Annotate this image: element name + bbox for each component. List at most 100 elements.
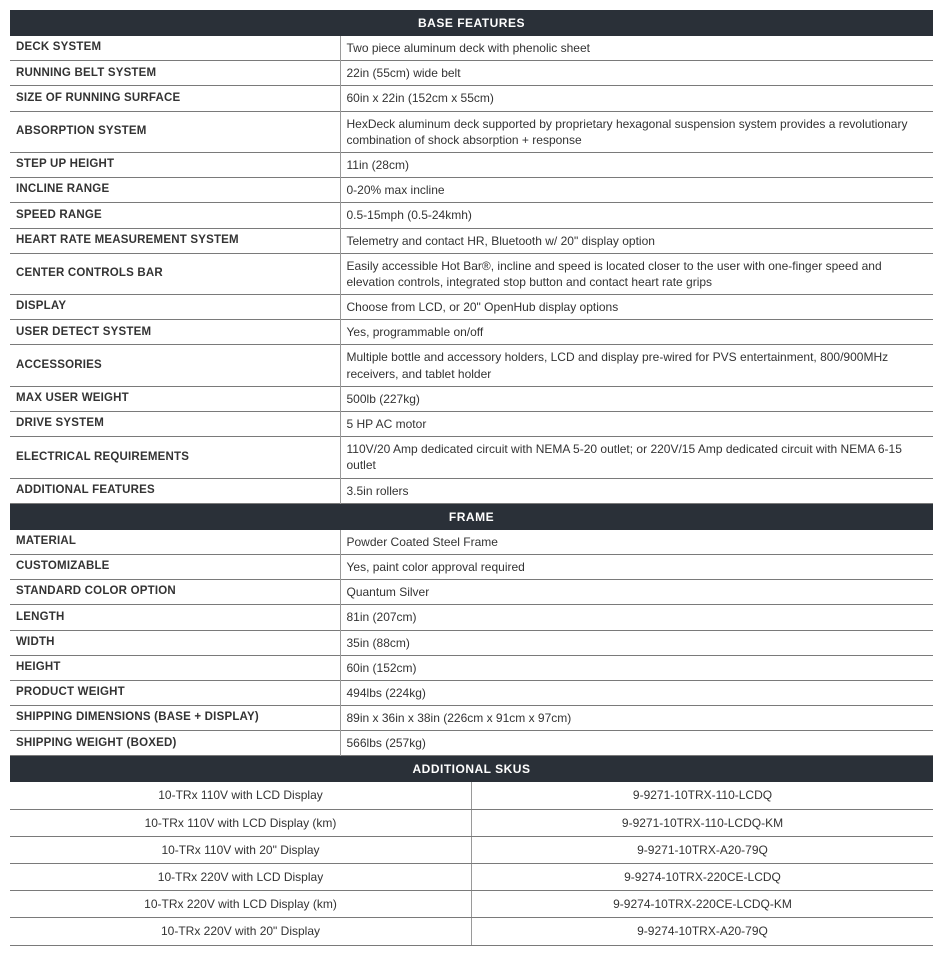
table-row: 10-TRx 110V with LCD Display (km)9-9271-… [10, 809, 933, 836]
table-row: 10-TRx 220V with 20" Display9-9274-10TRX… [10, 918, 933, 945]
sku-code: 9-9274-10TRX-220CE-LCDQ-KM [472, 891, 934, 918]
table-row: DECK SYSTEMTwo piece aluminum deck with … [10, 36, 933, 61]
spec-value: Easily accessible Hot Bar®, incline and … [340, 253, 933, 294]
spec-value: 5 HP AC motor [340, 412, 933, 437]
spec-label: HEIGHT [10, 655, 340, 680]
spec-value: 0.5-15mph (0.5-24kmh) [340, 203, 933, 228]
table-row: 10-TRx 110V with 20" Display9-9271-10TRX… [10, 836, 933, 863]
table-row: STEP UP HEIGHT11in (28cm) [10, 152, 933, 177]
table-row: SHIPPING WEIGHT (BOXED)566lbs (257kg) [10, 731, 933, 756]
spec-value: 3.5in rollers [340, 478, 933, 503]
table-row: 10-TRx 220V with LCD Display (km)9-9274-… [10, 891, 933, 918]
spec-label: ACCESSORIES [10, 345, 340, 386]
spec-label: RUNNING BELT SYSTEM [10, 61, 340, 86]
table-row: CUSTOMIZABLEYes, paint color approval re… [10, 554, 933, 579]
spec-label: PRODUCT WEIGHT [10, 680, 340, 705]
table-row: USER DETECT SYSTEMYes, programmable on/o… [10, 320, 933, 345]
spec-value: 81in (207cm) [340, 605, 933, 630]
sku-name: 10-TRx 220V with LCD Display [10, 864, 472, 891]
spec-label: MAX USER WEIGHT [10, 386, 340, 411]
spec-label: LENGTH [10, 605, 340, 630]
spec-value: Two piece aluminum deck with phenolic sh… [340, 36, 933, 61]
spec-value: Powder Coated Steel Frame [340, 530, 933, 555]
spec-label: WIDTH [10, 630, 340, 655]
spec-value: Choose from LCD, or 20" OpenHub display … [340, 295, 933, 320]
spec-label: INCLINE RANGE [10, 178, 340, 203]
spec-label: ADDITIONAL FEATURES [10, 478, 340, 503]
table-row: DRIVE SYSTEM5 HP AC motor [10, 412, 933, 437]
sku-name: 10-TRx 110V with 20" Display [10, 836, 472, 863]
table-row: ELECTRICAL REQUIREMENTS110V/20 Amp dedic… [10, 437, 933, 478]
spec-value: 11in (28cm) [340, 152, 933, 177]
spec-label: HEART RATE MEASUREMENT SYSTEM [10, 228, 340, 253]
spec-label: ABSORPTION SYSTEM [10, 111, 340, 152]
table-row: RUNNING BELT SYSTEM22in (55cm) wide belt [10, 61, 933, 86]
spec-label: CUSTOMIZABLE [10, 554, 340, 579]
table-row: ACCESSORIESMultiple bottle and accessory… [10, 345, 933, 386]
table-row: DISPLAYChoose from LCD, or 20" OpenHub d… [10, 295, 933, 320]
spec-value: 110V/20 Amp dedicated circuit with NEMA … [340, 437, 933, 478]
spec-value: Multiple bottle and accessory holders, L… [340, 345, 933, 386]
spec-value: 566lbs (257kg) [340, 731, 933, 756]
spec-value: Telemetry and contact HR, Bluetooth w/ 2… [340, 228, 933, 253]
section-header: FRAME [10, 504, 933, 530]
spec-value: HexDeck aluminum deck supported by propr… [340, 111, 933, 152]
table-row: HEART RATE MEASUREMENT SYSTEMTelemetry a… [10, 228, 933, 253]
spec-value: 500lb (227kg) [340, 386, 933, 411]
spec-label: SPEED RANGE [10, 203, 340, 228]
spec-label: USER DETECT SYSTEM [10, 320, 340, 345]
sku-code: 9-9271-10TRX-110-LCDQ-KM [472, 809, 934, 836]
sku-code: 9-9274-10TRX-220CE-LCDQ [472, 864, 934, 891]
table-row: 10-TRx 110V with LCD Display9-9271-10TRX… [10, 782, 933, 809]
spec-value: 89in x 36in x 38in (226cm x 91cm x 97cm) [340, 706, 933, 731]
spec-value: 0-20% max incline [340, 178, 933, 203]
table-row: HEIGHT60in (152cm) [10, 655, 933, 680]
spec-label: SHIPPING DIMENSIONS (BASE + DISPLAY) [10, 706, 340, 731]
spec-label: DISPLAY [10, 295, 340, 320]
spec-value: 60in (152cm) [340, 655, 933, 680]
table-row: MAX USER WEIGHT500lb (227kg) [10, 386, 933, 411]
sku-code: 9-9271-10TRX-110-LCDQ [472, 782, 934, 809]
spec-value: Quantum Silver [340, 580, 933, 605]
spec-value: 60in x 22in (152cm x 55cm) [340, 86, 933, 111]
spec-label: ELECTRICAL REQUIREMENTS [10, 437, 340, 478]
table-row: SHIPPING DIMENSIONS (BASE + DISPLAY)89in… [10, 706, 933, 731]
spec-label: SHIPPING WEIGHT (BOXED) [10, 731, 340, 756]
spec-value: 494lbs (224kg) [340, 680, 933, 705]
spec-sheet: BASE FEATURESDECK SYSTEMTwo piece alumin… [10, 10, 933, 946]
sku-name: 10-TRx 220V with LCD Display (km) [10, 891, 472, 918]
section-header: BASE FEATURES [10, 10, 933, 36]
spec-sections: BASE FEATURESDECK SYSTEMTwo piece alumin… [10, 10, 933, 756]
sku-code: 9-9274-10TRX-A20-79Q [472, 918, 934, 945]
spec-value: Yes, programmable on/off [340, 320, 933, 345]
table-row: INCLINE RANGE0-20% max incline [10, 178, 933, 203]
table-row: ABSORPTION SYSTEMHexDeck aluminum deck s… [10, 111, 933, 152]
section-header-skus: ADDITIONAL SKUS [10, 756, 933, 782]
spec-label: MATERIAL [10, 530, 340, 555]
spec-label: STANDARD COLOR OPTION [10, 580, 340, 605]
table-row: CENTER CONTROLS BAREasily accessible Hot… [10, 253, 933, 294]
sku-code: 9-9271-10TRX-A20-79Q [472, 836, 934, 863]
spec-table: DECK SYSTEMTwo piece aluminum deck with … [10, 36, 933, 504]
table-row: LENGTH81in (207cm) [10, 605, 933, 630]
spec-value: 22in (55cm) wide belt [340, 61, 933, 86]
table-row: ADDITIONAL FEATURES3.5in rollers [10, 478, 933, 503]
spec-label: DECK SYSTEM [10, 36, 340, 61]
spec-table: MATERIALPowder Coated Steel FrameCUSTOMI… [10, 530, 933, 757]
spec-value: Yes, paint color approval required [340, 554, 933, 579]
spec-value: 35in (88cm) [340, 630, 933, 655]
sku-name: 10-TRx 110V with LCD Display (km) [10, 809, 472, 836]
table-row: SIZE OF RUNNING SURFACE60in x 22in (152c… [10, 86, 933, 111]
sku-name: 10-TRx 220V with 20" Display [10, 918, 472, 945]
sku-table: 10-TRx 110V with LCD Display9-9271-10TRX… [10, 782, 933, 945]
table-row: 10-TRx 220V with LCD Display9-9274-10TRX… [10, 864, 933, 891]
table-row: STANDARD COLOR OPTIONQuantum Silver [10, 580, 933, 605]
spec-label: DRIVE SYSTEM [10, 412, 340, 437]
table-row: MATERIALPowder Coated Steel Frame [10, 530, 933, 555]
spec-label: STEP UP HEIGHT [10, 152, 340, 177]
sku-name: 10-TRx 110V with LCD Display [10, 782, 472, 809]
spec-label: SIZE OF RUNNING SURFACE [10, 86, 340, 111]
table-row: PRODUCT WEIGHT494lbs (224kg) [10, 680, 933, 705]
spec-label: CENTER CONTROLS BAR [10, 253, 340, 294]
table-row: SPEED RANGE0.5-15mph (0.5-24kmh) [10, 203, 933, 228]
